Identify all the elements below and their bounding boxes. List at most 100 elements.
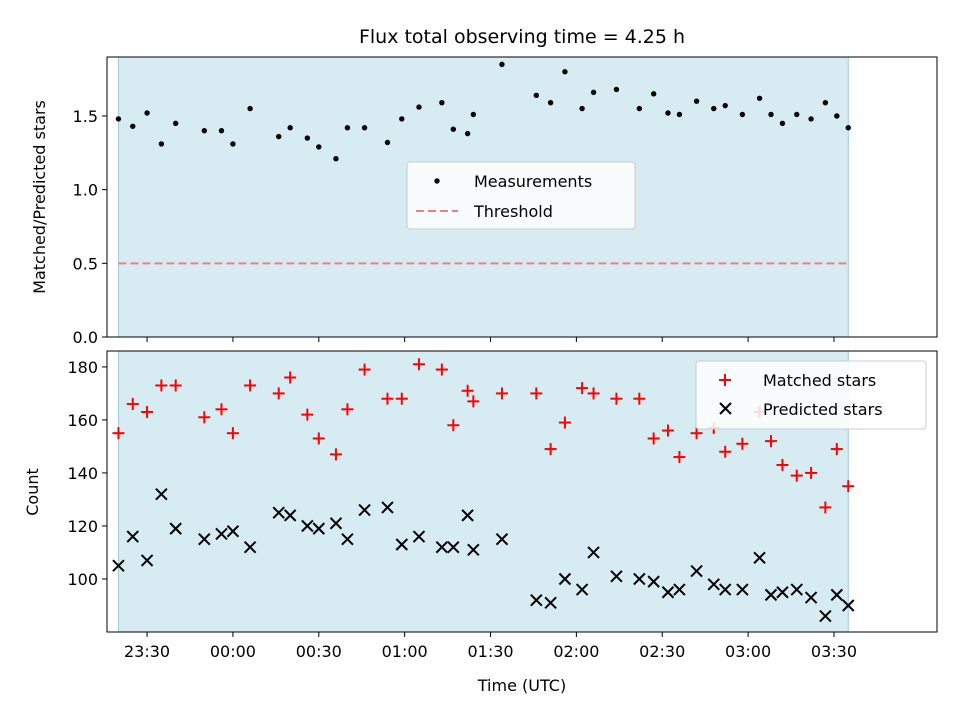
predicted-point xyxy=(587,546,600,559)
matched-point xyxy=(312,432,325,445)
predicted-point xyxy=(140,554,154,567)
matched-point xyxy=(736,437,749,450)
predicted-point xyxy=(155,487,168,501)
matched-point xyxy=(395,392,408,405)
measurement-point xyxy=(650,91,657,97)
predicted-point xyxy=(530,593,543,607)
measurement-point xyxy=(834,113,840,119)
bottom-plot-frame xyxy=(106,350,938,633)
matched-point xyxy=(215,403,228,416)
matched-point xyxy=(169,379,182,392)
matched-point xyxy=(412,358,425,371)
matched-point xyxy=(467,395,480,408)
measurement-point xyxy=(247,105,253,112)
predicted-point xyxy=(830,588,844,602)
matched-point xyxy=(719,445,732,458)
measurement-point xyxy=(344,125,351,131)
predicted-point xyxy=(819,609,832,623)
measurement-point xyxy=(676,111,683,118)
top-legend-box xyxy=(406,161,636,230)
measurement-point xyxy=(756,95,763,101)
predicted-point xyxy=(301,519,314,533)
measurement-point xyxy=(613,86,620,93)
y-tick-label: 180 xyxy=(67,358,98,377)
predicted-point xyxy=(690,564,703,578)
matched-point xyxy=(610,392,623,405)
matched-point xyxy=(495,387,508,400)
matched-point xyxy=(284,371,297,384)
predicted-point xyxy=(495,533,509,546)
predicted-point xyxy=(435,540,449,554)
matched-point xyxy=(661,424,674,437)
predicted-point xyxy=(558,572,572,586)
matched-point xyxy=(358,363,371,376)
measurement-point xyxy=(276,133,282,140)
predicted-point xyxy=(283,509,297,522)
measurement-point xyxy=(562,69,568,75)
measurement-point xyxy=(287,125,293,131)
matched-point xyxy=(819,501,832,514)
legend-measurements-marker xyxy=(434,178,440,184)
matched-point xyxy=(805,466,818,479)
measurement-point xyxy=(533,92,540,99)
x-tick-label: 02:30 xyxy=(639,642,685,661)
matched-point xyxy=(461,384,474,397)
measurement-point xyxy=(808,116,814,122)
measurement-point xyxy=(464,130,471,137)
chart-title: Flux total observing time = 4.25 h xyxy=(359,26,685,48)
y-tick-label: 160 xyxy=(67,411,98,430)
matched-point xyxy=(435,363,448,376)
measurement-point xyxy=(768,111,774,118)
measurement-point xyxy=(779,120,786,127)
matched-point xyxy=(558,416,571,429)
x-axis-label: Time (UTC) xyxy=(477,676,566,695)
predicted-point xyxy=(226,525,240,538)
measurement-point xyxy=(218,127,225,134)
matched-point xyxy=(198,411,211,424)
y-tick-label: 100 xyxy=(67,570,98,589)
x-tick-label: 00:30 xyxy=(296,642,342,661)
measurement-point xyxy=(693,98,700,104)
x-tick-label: 03:00 xyxy=(725,642,771,661)
measurement-point xyxy=(416,104,422,110)
matched-point xyxy=(381,392,394,405)
measurement-point xyxy=(316,144,322,150)
matched-point xyxy=(765,435,777,448)
matched-point xyxy=(301,408,314,421)
legend-predicted-marker xyxy=(719,402,732,415)
x-tick-label: 01:00 xyxy=(382,642,428,661)
x-tick-label: 03:30 xyxy=(811,642,857,661)
measurement-point xyxy=(739,111,746,118)
matched-point xyxy=(126,398,139,411)
predicted-point xyxy=(412,530,426,543)
top-y-ticks: 0.0 0.5 1.0 1.5 xyxy=(73,107,107,347)
matched-point xyxy=(341,403,354,416)
top-panel: 0.0 0.5 1.0 1.5 Flux total observing time =… xyxy=(30,26,938,347)
x-tick-label: 23:30 xyxy=(124,642,170,661)
predicted-point xyxy=(736,583,749,596)
top-legend: Measurements Threshold xyxy=(406,161,636,230)
measurement-point xyxy=(230,141,236,147)
matched-point xyxy=(842,480,855,493)
predicted-point xyxy=(358,503,371,517)
predicted-point xyxy=(112,559,125,572)
predicted-point xyxy=(764,588,778,602)
predicted-point xyxy=(272,506,285,519)
predicted-point xyxy=(707,578,720,591)
predicted-point xyxy=(381,501,394,514)
predicted-point xyxy=(776,586,789,599)
matched-point xyxy=(244,379,257,392)
y-tick-label: 0.0 xyxy=(73,328,98,347)
measurement-point xyxy=(201,127,208,134)
measurement-point xyxy=(384,139,391,146)
predicted-point xyxy=(647,575,660,588)
legend-threshold-label: Threshold xyxy=(473,202,553,221)
y-tick-label: 140 xyxy=(67,464,98,483)
matched-point xyxy=(155,379,168,392)
matched-point xyxy=(112,427,125,440)
matched-point xyxy=(633,392,646,405)
matched-point xyxy=(776,458,789,471)
predicted-point xyxy=(169,522,182,535)
bottom-panel: 23:30 00:00 00:30 01:00 01:30 02:00 02:30 03:00… xyxy=(23,350,938,695)
